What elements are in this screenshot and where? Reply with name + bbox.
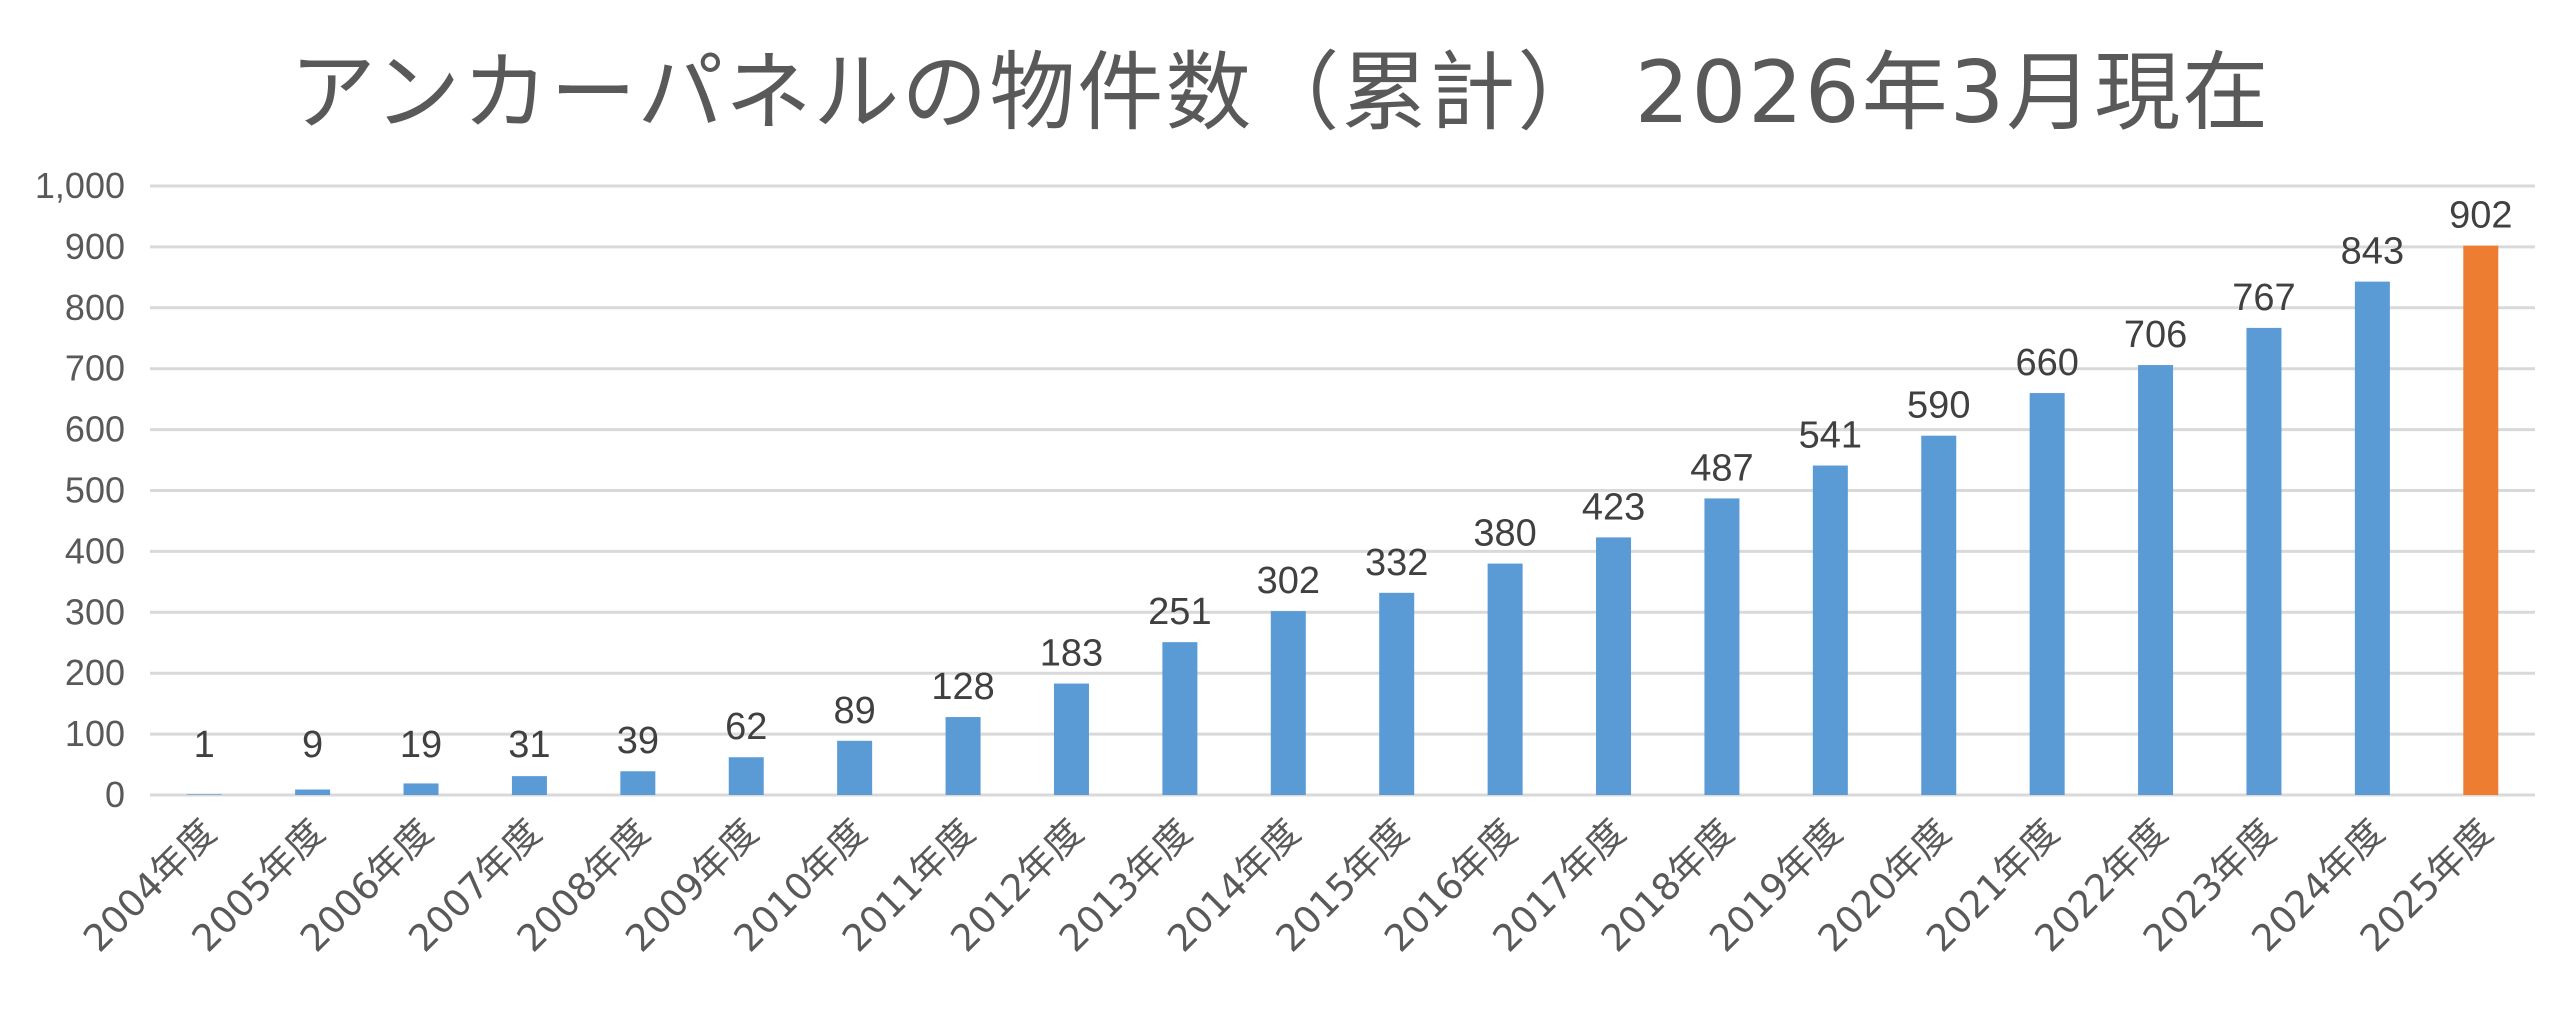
data-label: 767 bbox=[2232, 277, 2295, 319]
bar bbox=[1270, 611, 1306, 795]
bar bbox=[1487, 563, 1523, 795]
data-label: 251 bbox=[1148, 591, 1211, 633]
data-label: 487 bbox=[1690, 447, 1753, 489]
y-tick-label: 500 bbox=[65, 470, 125, 511]
data-label: 1 bbox=[194, 724, 215, 766]
bar bbox=[1379, 592, 1415, 795]
data-label: 39 bbox=[617, 720, 659, 762]
y-tick-label: 300 bbox=[65, 591, 125, 632]
data-label: 31 bbox=[508, 724, 550, 766]
data-label: 423 bbox=[1582, 486, 1645, 528]
bar bbox=[837, 740, 873, 795]
data-label: 89 bbox=[834, 690, 876, 732]
bar bbox=[2138, 365, 2174, 795]
data-label: 128 bbox=[931, 666, 994, 708]
chart-title: アンカーパネルの物件数（累計） 2026年3月現在 bbox=[289, 43, 2271, 143]
data-label: 706 bbox=[2124, 314, 2187, 356]
bar bbox=[295, 789, 331, 795]
bar bbox=[2246, 327, 2282, 795]
bar bbox=[2029, 393, 2065, 795]
bar bbox=[2463, 245, 2499, 795]
bar bbox=[1812, 465, 1848, 795]
y-tick-label: 200 bbox=[65, 652, 125, 693]
data-label: 183 bbox=[1040, 633, 1103, 675]
bar bbox=[2354, 281, 2390, 795]
data-label: 19 bbox=[400, 724, 442, 766]
y-tick-label: 800 bbox=[65, 287, 125, 328]
bar bbox=[728, 757, 764, 795]
bar bbox=[511, 776, 547, 795]
bar bbox=[1162, 642, 1198, 795]
bar bbox=[1704, 498, 1740, 795]
y-tick-label: 600 bbox=[65, 409, 125, 450]
y-tick-label: 1,000 bbox=[35, 165, 125, 206]
data-label: 332 bbox=[1365, 542, 1428, 584]
data-label: 62 bbox=[725, 706, 767, 748]
bar bbox=[1596, 537, 1632, 795]
data-label: 9 bbox=[302, 724, 323, 766]
data-label: 302 bbox=[1257, 560, 1320, 602]
bar bbox=[403, 783, 439, 795]
bar bbox=[1921, 435, 1957, 795]
bar bbox=[186, 794, 222, 795]
bar bbox=[1053, 683, 1089, 795]
data-label: 541 bbox=[1799, 415, 1862, 457]
y-tick-label: 700 bbox=[65, 348, 125, 389]
y-tick-label: 400 bbox=[65, 530, 125, 571]
y-tick-label: 900 bbox=[65, 226, 125, 267]
data-label: 380 bbox=[1473, 513, 1536, 555]
data-label: 902 bbox=[2449, 195, 2512, 237]
data-label: 590 bbox=[1907, 385, 1970, 427]
y-tick-label: 100 bbox=[65, 713, 125, 754]
bar bbox=[620, 771, 656, 795]
data-label: 843 bbox=[2341, 231, 2404, 273]
bar bbox=[945, 717, 981, 795]
y-tick-label: 0 bbox=[105, 774, 125, 815]
data-label: 660 bbox=[2015, 342, 2078, 384]
